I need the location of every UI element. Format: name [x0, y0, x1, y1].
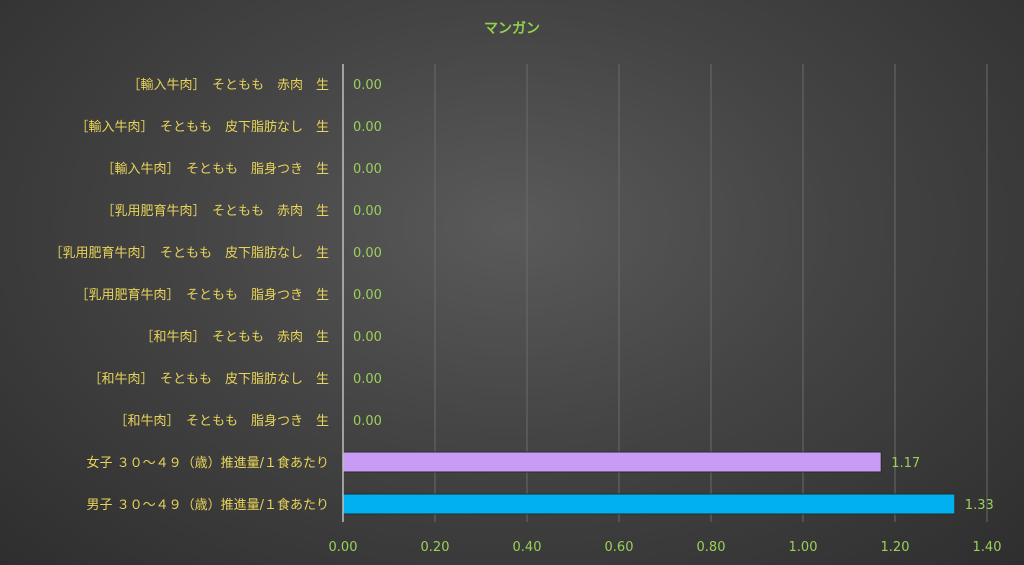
data-labels: 0.00 0.00 0.00 0.00 0.00 0.00 0.00 0.00 0.00 1.17… [353, 78, 994, 513]
category-label: 男子 ３０～４９（歳）推進量/１食あたり [86, 497, 329, 513]
data-label: 0.00 [353, 120, 382, 135]
category-label: ［和牛肉］ そともも 脂身つき 生 [114, 413, 329, 429]
category-label: ［和牛肉］ そともも 赤肉 生 [140, 330, 329, 345]
data-label: 1.17 [891, 456, 920, 471]
x-tick-label: 0.40 [513, 540, 542, 555]
bars [342, 451, 956, 515]
category-label: ［乳用肥育牛肉］ そともも 皮下脂肪なし 生 [49, 245, 329, 261]
data-label: 0.00 [353, 162, 382, 177]
category-labels: ［輸入牛肉］ そともも 赤肉 生 ［輸入牛肉］ そともも 皮下脂肪なし 生 ［輸入牛… [49, 78, 329, 513]
category-label: ［輸入牛肉］ そともも 赤肉 生 [127, 78, 329, 93]
data-label: 0.00 [353, 288, 382, 303]
data-label: 0.00 [353, 414, 382, 429]
x-axis-ticks: 0.00 0.20 0.40 0.60 0.80 1.00 1.20 1.40 [329, 540, 1002, 555]
category-label: 女子 ３０～４９（歳）推進量/１食あたり [86, 455, 329, 471]
category-label: ［乳用肥育牛肉］ そともも 赤肉 生 [101, 203, 329, 219]
category-label: ［輸入牛肉］ そともも 皮下脂肪なし 生 [75, 119, 329, 135]
bar [342, 451, 882, 473]
bar [342, 493, 956, 515]
x-tick-label: 0.60 [605, 540, 634, 555]
grid [434, 64, 988, 522]
category-label: ［和牛肉］ そともも 皮下脂肪なし 生 [88, 371, 329, 387]
data-label: 0.00 [353, 330, 382, 345]
data-label: 0.00 [353, 372, 382, 387]
data-label: 0.00 [353, 204, 382, 219]
data-label: 1.33 [965, 498, 994, 513]
data-label: 0.00 [353, 246, 382, 261]
x-tick-label: 1.00 [789, 540, 818, 555]
x-tick-label: 0.20 [421, 540, 450, 555]
data-label: 0.00 [353, 78, 382, 93]
chart-title: マンガン [484, 21, 540, 37]
x-tick-label: 1.40 [973, 540, 1002, 555]
x-tick-label: 1.20 [881, 540, 910, 555]
x-tick-label: 0.80 [697, 540, 726, 555]
category-label: ［乳用肥育牛肉］ そともも 脂身つき 生 [75, 287, 329, 303]
category-label: ［輸入牛肉］ そともも 脂身つき 生 [101, 161, 329, 177]
x-tick-label: 0.00 [329, 540, 358, 555]
